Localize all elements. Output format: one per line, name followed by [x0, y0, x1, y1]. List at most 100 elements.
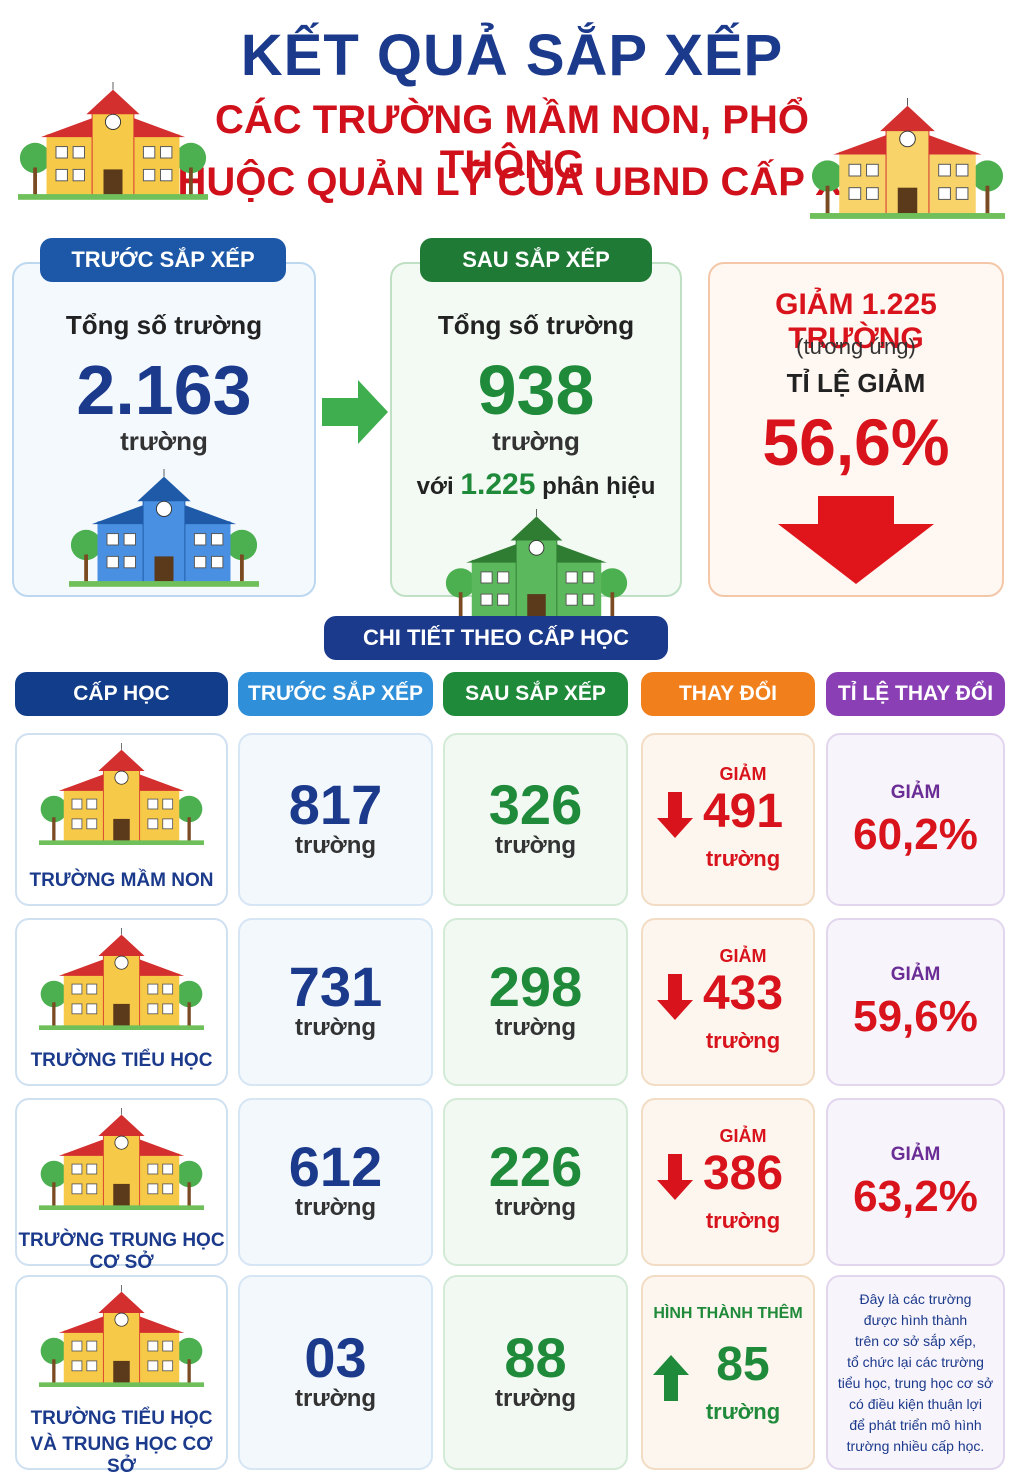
cell: TRƯỜNG TIỂU HỌC [15, 918, 228, 1086]
change-count: 85 [716, 1337, 770, 1391]
level-name: VÀ TRUNG HỌC CƠ SỞ [30, 1434, 213, 1477]
cell: 731 trường [238, 918, 433, 1086]
rate-label: GIẢM [890, 964, 941, 985]
school-illustration [444, 503, 629, 629]
level-name: TRƯỜNG TIỂU HỌC [30, 1050, 213, 1071]
after-count: 226 [488, 1135, 583, 1198]
note-line: Đây là các trường [859, 1291, 972, 1307]
cell: 817 trường [238, 733, 433, 906]
before-label: TRƯỚC SẮP XẾP [40, 238, 286, 282]
school-illustration [18, 76, 208, 205]
building [18, 76, 208, 200]
cell: 326 trường [443, 733, 628, 906]
cell: TRƯỜNG TRUNG HỌC CƠ SỞ [15, 1098, 228, 1273]
cell: 612 trường [238, 1098, 433, 1266]
school-illustration [810, 92, 1005, 224]
after-count: 326 [488, 772, 583, 836]
building [39, 1103, 204, 1211]
school-illustration [39, 1280, 204, 1392]
subtitle-line: THUỘC QUẢN LÝ CỦA UBND CẤP XÃ [153, 160, 871, 204]
total-before: 2.163 [76, 351, 252, 429]
unit: trường [294, 831, 377, 859]
unit: trường [294, 1014, 377, 1041]
column-header: THAY ĐỔI [641, 672, 815, 716]
change-card: GIẢM 1.225 TRƯỜNG (tương ứng) TỈ LỆ GIẢM… [708, 262, 1004, 597]
text: phân hiệu [542, 473, 656, 500]
change-count: 491 [702, 784, 784, 838]
school-illustration [39, 923, 204, 1035]
cell: GIẢM 433 trường [641, 918, 815, 1086]
unit: trường [705, 1028, 781, 1053]
level-name: TRƯỜNG TIỂU HỌC [30, 1408, 213, 1429]
change-label: GIẢM [719, 1126, 767, 1146]
column-header: CẤP HỌC [15, 672, 228, 716]
change-label: HÌNH THÀNH THÊM [653, 1304, 803, 1322]
rate: 56,6% [762, 405, 950, 479]
note-line: để phát triển mô hình [849, 1417, 982, 1433]
column-header: TRƯỚC SẮP XẾP [238, 672, 433, 716]
unit: trường [494, 1014, 577, 1041]
unit: trường [294, 1384, 377, 1412]
cell: GIẢM 59,6% [826, 918, 1005, 1086]
note: (tương ứng) [796, 334, 916, 359]
arrow-down [657, 1154, 693, 1200]
headline: GIẢM 1.225 TRƯỜNG [775, 288, 937, 355]
unit: trường [494, 1384, 577, 1412]
unit: trường [120, 426, 208, 456]
rate-label: TỈ LỆ GIẢM [786, 368, 926, 398]
detail-title: CHI TIẾT THEO CẤP HỌC [324, 616, 668, 660]
total-after: 938 [477, 351, 595, 429]
note-line: tiểu học, trung học cơ sở [837, 1375, 994, 1391]
school-illustration [39, 738, 204, 850]
school-illustration [69, 463, 259, 592]
unit: trường [294, 1194, 377, 1221]
note-line: được hình thành [863, 1312, 968, 1328]
cell: HÌNH THÀNH THÊM 85 trường [641, 1275, 815, 1470]
level-name: TRƯỜNG TRUNG HỌC CƠ SỞ [18, 1230, 225, 1273]
change-label: GIẢM [719, 946, 767, 966]
unit: trường [705, 845, 781, 871]
arrow-up [653, 1354, 689, 1401]
cell: 298 trường [443, 918, 628, 1086]
after-label: SAU SẮP XẾP [420, 238, 652, 282]
column-header: SAU SẮP XẾP [443, 672, 628, 716]
unit: trường [494, 831, 577, 859]
building [444, 503, 629, 624]
rate: 59,6% [853, 992, 978, 1041]
building [39, 738, 204, 846]
cell: 226 trường [443, 1098, 628, 1266]
building [39, 923, 204, 1031]
note-line: tổ chức lại các trường [847, 1354, 984, 1370]
after-card: Tổng số trường 938 trường với 1.225 phân… [390, 262, 682, 624]
building [69, 463, 259, 587]
caption: Tổng số trường [65, 310, 263, 340]
cell: 03 trường [238, 1275, 433, 1470]
unit: trường [705, 1208, 781, 1233]
school-illustration [39, 1103, 204, 1215]
arrow-down [657, 791, 693, 838]
level-name: TRƯỜNG MẦM NON [29, 870, 214, 891]
note-line: trên cơ sở sắp xếp, [854, 1333, 977, 1349]
building [810, 92, 1005, 219]
unit: trường [492, 426, 580, 456]
branch-count: 1.225 [460, 468, 536, 501]
rate-label: GIẢM [890, 1144, 941, 1165]
arrow-down [778, 496, 934, 584]
subtitle-line: CÁC TRƯỜNG MẦM NON, PHỔ THÔNG [215, 98, 809, 187]
building [39, 1280, 204, 1388]
cell: Đây là các trường được hình thành trên cơ … [826, 1275, 1005, 1470]
before-count: 03 [304, 1325, 367, 1389]
note-line: có điều kiện thuận lợi [849, 1396, 982, 1412]
before-count: 731 [288, 955, 383, 1018]
before-count: 612 [288, 1135, 383, 1198]
change-label: GIẢM [719, 763, 767, 784]
rate: 63,2% [853, 1172, 978, 1221]
change-count: 433 [702, 967, 784, 1020]
arrow-right [322, 380, 388, 444]
branch-note: với 1.225 phân hiệu [392, 468, 680, 502]
before-card: Tổng số trường 2.163 trường [12, 262, 316, 597]
change-count: 386 [702, 1147, 784, 1200]
cell: GIẢM 60,2% [826, 733, 1005, 906]
cell: GIẢM 386 trường [641, 1098, 815, 1266]
